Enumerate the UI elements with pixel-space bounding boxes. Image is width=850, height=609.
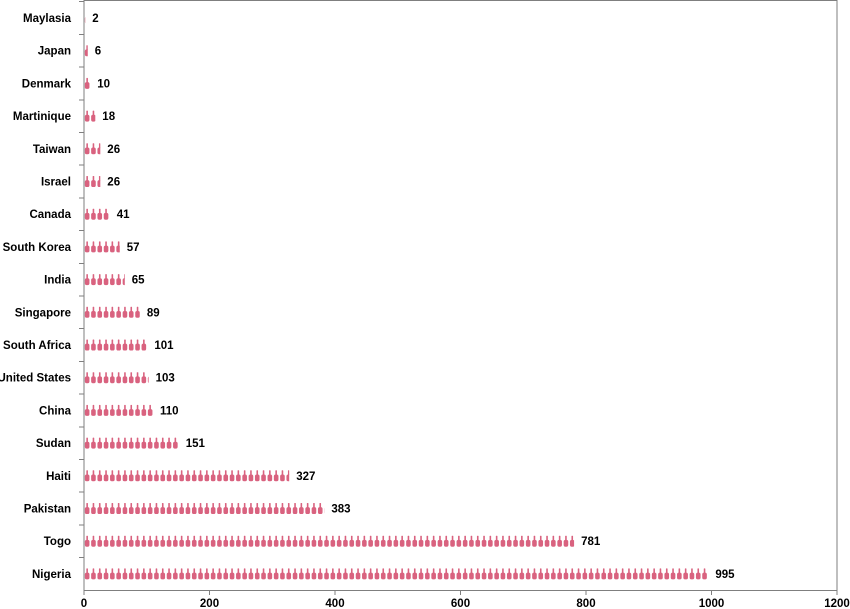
bar-nigeria [84, 568, 707, 580]
category-label: Singapore [15, 307, 71, 319]
category-label: Haiti [46, 471, 71, 483]
data-label: 18 [102, 111, 115, 123]
category-label: Pakistan [24, 504, 71, 516]
x-tick-label: 400 [325, 598, 344, 609]
data-label: 995 [715, 569, 735, 581]
category-label: Martinique [13, 111, 71, 123]
bar-singapore [84, 306, 140, 318]
axis-layer: 0 200 400 600 800 1000 1200 [79, 1, 850, 609]
bar-pakistan [84, 503, 325, 514]
bar-india [84, 274, 125, 286]
bar-martinique [84, 110, 96, 122]
bar-israel [84, 176, 101, 187]
data-label: 26 [107, 144, 120, 156]
category-label: United States [0, 373, 71, 385]
data-label: 6 [95, 46, 101, 58]
data-label: 151 [186, 438, 206, 450]
category-label: India [44, 275, 71, 287]
x-tick-label: 600 [451, 598, 470, 609]
category-label: Taiwan [33, 144, 71, 156]
data-label: 327 [296, 471, 315, 483]
data-label: 26 [107, 177, 120, 189]
bars-layer [84, 17, 707, 580]
data-label: 57 [127, 242, 140, 254]
data-label: 2 [92, 13, 98, 25]
bar-denmark [84, 77, 90, 89]
bar-canada [84, 208, 109, 220]
category-label: Japan [38, 46, 71, 58]
category-label: Israel [41, 177, 71, 189]
data-label: 41 [117, 209, 130, 221]
category-label: South Africa [3, 340, 72, 352]
category-label: Nigeria [32, 569, 72, 581]
data-label: 65 [132, 275, 145, 287]
category-label: Togo [44, 536, 71, 548]
category-label: Maylasia [23, 13, 72, 25]
data-label: 383 [331, 504, 350, 516]
data-label: 103 [156, 373, 175, 385]
bar-togo [84, 535, 575, 547]
bar-united-states [84, 372, 149, 384]
x-tick-label: 800 [576, 598, 595, 609]
x-tick-label: 200 [200, 598, 219, 609]
x-tick-label: 1000 [699, 598, 725, 609]
bar-china [84, 404, 153, 416]
category-label: Denmark [22, 78, 72, 90]
bar-south-korea [84, 241, 120, 253]
x-tick-label: 1200 [824, 598, 850, 609]
data-label: 110 [160, 405, 179, 417]
plot-area [83, 0, 838, 591]
x-tick-label: 0 [81, 598, 87, 609]
data-label: 101 [154, 340, 174, 352]
category-label: China [39, 405, 72, 417]
plot-frame [83, 0, 838, 591]
data-label: 89 [147, 307, 160, 319]
bar-sudan [84, 437, 178, 449]
data-label: 10 [97, 78, 110, 90]
bar-maylasia [84, 17, 86, 23]
labels-layer: Maylasia 2 Japan 6 Denmark 10 Martinique 18 Taiw… [0, 13, 735, 581]
bar-south-africa [84, 339, 147, 351]
bar-japan [84, 45, 88, 57]
data-label: 781 [581, 536, 601, 548]
bar-taiwan [84, 143, 101, 155]
bar-haiti [84, 470, 290, 482]
category-label: Canada [29, 209, 71, 221]
category-label: South Korea [3, 242, 72, 254]
category-label: Sudan [36, 438, 71, 450]
